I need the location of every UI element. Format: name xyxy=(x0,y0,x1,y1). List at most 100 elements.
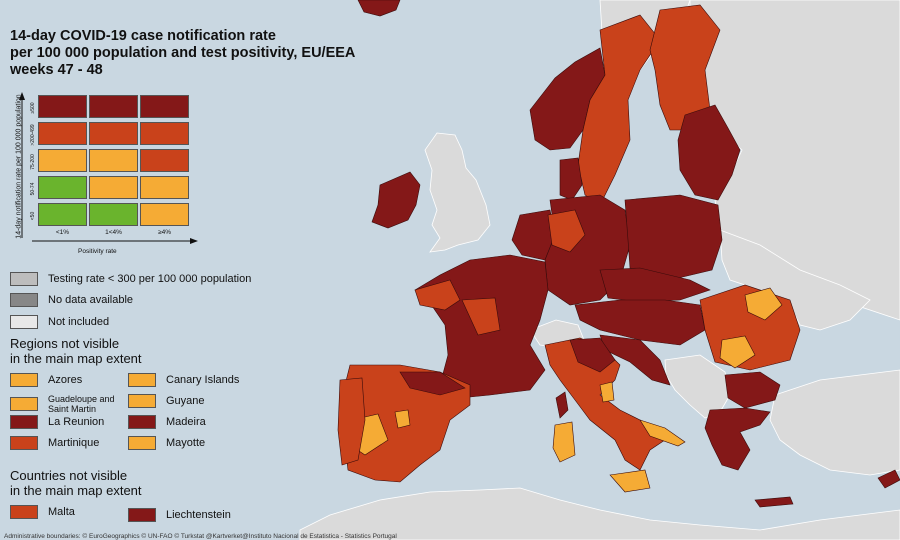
region-ireland xyxy=(371,171,421,229)
matrix-cell xyxy=(89,149,138,172)
region-italy xyxy=(544,337,666,471)
matrix-x-axis-label: Positivity rate xyxy=(78,248,117,255)
region-denmark xyxy=(559,157,583,201)
region-austria-hungary xyxy=(574,299,706,346)
region-swatch xyxy=(128,394,156,408)
country-swatch xyxy=(128,508,156,522)
matrix-cell xyxy=(140,149,189,172)
legend-not-included-label: Not included xyxy=(48,316,110,328)
region-label: Canary Islands xyxy=(166,374,240,386)
matrix-col-label: ≥4% xyxy=(158,229,171,236)
region-portugal xyxy=(337,377,366,466)
region-france-brittany xyxy=(414,279,461,311)
country-legend-item: Malta xyxy=(10,505,75,519)
legend-testing-label: Testing rate < 300 per 100 000 populatio… xyxy=(48,273,252,285)
matrix-row-label: 75-200 xyxy=(30,154,36,170)
region-sicily xyxy=(609,469,651,493)
title-line-2: per 100 000 population and test positivi… xyxy=(10,45,356,61)
matrix-x-arrow xyxy=(32,238,198,244)
region-legend-item: Mayotte xyxy=(128,436,205,450)
title-line-1: 14-day COVID-19 case notification rate xyxy=(10,28,276,44)
countries-heading-line-2: in the main map extent xyxy=(10,483,142,498)
region-france-west xyxy=(461,297,501,336)
region-label: Guyane xyxy=(166,395,205,407)
swatch-not-included xyxy=(10,315,38,329)
region-corsica xyxy=(555,391,569,419)
regions-heading: Regions not visible in the main map exte… xyxy=(10,336,142,366)
country-legend-item: Liechtenstein xyxy=(128,508,231,522)
regions-heading-line-1: Regions not visible xyxy=(10,336,120,351)
legend-testing-rate: Testing rate < 300 per 100 000 populatio… xyxy=(10,272,251,286)
region-czechia-slovakia xyxy=(599,267,711,303)
region-italy-north xyxy=(569,337,616,373)
title-line-3: weeks 47 - 48 xyxy=(10,62,103,78)
matrix-row-label: <50 xyxy=(30,211,36,221)
region-swatch xyxy=(10,397,38,411)
matrix-cell xyxy=(38,203,87,226)
region-label: Guadeloupe and Saint Martin xyxy=(48,394,115,414)
region-swatch xyxy=(128,436,156,450)
country-swatch xyxy=(10,505,38,519)
matrix-cell xyxy=(140,95,189,118)
region-iberia-yellow-2 xyxy=(394,409,411,429)
swatch-testing-rate xyxy=(10,272,38,286)
region-legend-item: Guadeloupe and Saint Martin xyxy=(10,394,128,414)
region-ukraine xyxy=(719,229,871,331)
matrix-cell xyxy=(89,122,138,145)
region-apulia xyxy=(639,419,686,447)
region-swatch xyxy=(10,436,38,450)
countries-heading-line-1: Countries not visible xyxy=(10,468,128,483)
region-greece xyxy=(704,407,771,471)
matrix-cell xyxy=(38,176,87,199)
region-great-britain xyxy=(424,132,491,253)
matrix-col-label: 1<4% xyxy=(105,229,122,236)
region-label: La Reunion xyxy=(48,416,105,428)
region-legend-item: Martinique xyxy=(10,436,99,450)
matrix-cell xyxy=(38,122,87,145)
region-legend-item: Guyane xyxy=(128,394,205,408)
legend-no-data-label: No data available xyxy=(48,294,134,306)
matrix-cell xyxy=(140,122,189,145)
matrix-y-arrow xyxy=(19,92,25,238)
legend-not-included: Not included xyxy=(10,315,109,329)
matrix-cell xyxy=(89,203,138,226)
countries-heading: Countries not visible in the main map ex… xyxy=(10,468,142,498)
region-germany-west xyxy=(547,209,586,253)
region-swatch xyxy=(10,373,38,387)
matrix-cell xyxy=(38,149,87,172)
region-swatch xyxy=(128,373,156,387)
region-legend-item: La Reunion xyxy=(10,415,104,429)
matrix-row-label: ≥500 xyxy=(30,102,36,114)
region-swatch xyxy=(128,415,156,429)
footer-attribution: Administrative boundaries: © EuroGeograp… xyxy=(4,533,397,540)
legend-no-data: No data available xyxy=(10,293,133,307)
region-bulgaria xyxy=(724,371,781,409)
matrix-cell xyxy=(38,95,87,118)
country-label: Liechtenstein xyxy=(166,509,231,521)
map-title: 14-day COVID-19 case notification rate p… xyxy=(10,28,355,79)
region-turkey xyxy=(769,369,900,476)
region-sardinia xyxy=(552,421,576,463)
region-north-africa xyxy=(299,487,900,540)
matrix-cell xyxy=(89,95,138,118)
matrix-col-label: <1% xyxy=(55,229,70,236)
matrix-cell xyxy=(140,176,189,199)
region-crete xyxy=(754,496,794,508)
region-legend-item: Canary Islands xyxy=(128,373,239,387)
matrix-row-label: >200-499 xyxy=(30,124,36,146)
region-italy-yellow xyxy=(599,381,615,403)
matrix-cell xyxy=(89,176,138,199)
region-baltics xyxy=(677,104,741,201)
region-label: Azores xyxy=(48,374,83,386)
matrix-row-label: 50-74 xyxy=(30,182,36,196)
region-iberia-north xyxy=(399,371,466,396)
region-label: Madeira xyxy=(166,416,206,428)
region-cyprus xyxy=(877,469,900,489)
region-legend-item: Azores xyxy=(10,373,82,387)
region-label: Martinique xyxy=(48,437,100,449)
region-romania-yellow-1 xyxy=(744,287,783,321)
swatch-no-data xyxy=(10,293,38,307)
region-romania-yellow-2 xyxy=(719,335,756,369)
